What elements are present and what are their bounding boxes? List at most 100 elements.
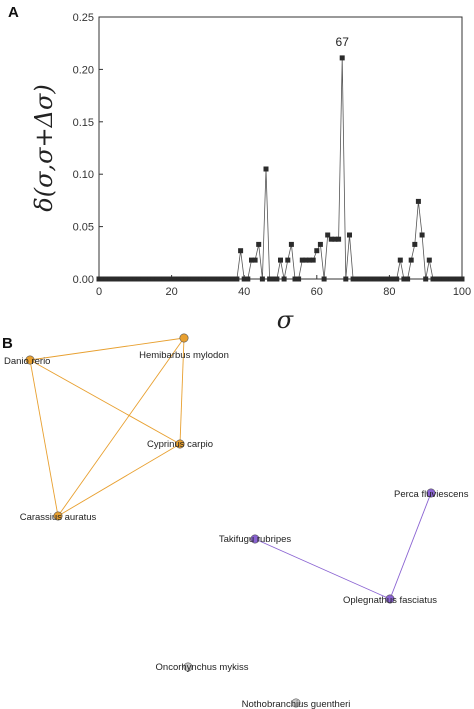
data-point — [357, 276, 363, 282]
data-point — [292, 276, 298, 282]
data-point — [303, 257, 309, 263]
data-point — [267, 276, 273, 282]
data-point — [216, 276, 222, 282]
network-edge — [389, 492, 432, 600]
data-point — [249, 257, 254, 263]
data-point — [379, 276, 385, 282]
data-point — [100, 276, 106, 282]
data-point — [245, 276, 251, 282]
y-tick-label: 0.25 — [73, 12, 94, 24]
network-nodes: Hemibarbus mylodon Danio rerio Cyprinus ca… — [4, 333, 469, 709]
data-point — [103, 276, 109, 282]
data-point — [198, 276, 204, 282]
node-label: Oplegnathus fasciatus — [343, 595, 437, 606]
data-point — [259, 276, 265, 282]
data-point — [314, 248, 320, 254]
y-tick-label: 0.15 — [73, 117, 94, 129]
data-point — [274, 276, 280, 282]
data-point — [158, 276, 164, 282]
network-edge — [29, 359, 59, 517]
y-tick-label: 0.05 — [73, 222, 94, 234]
data-point — [307, 257, 312, 263]
data-point — [270, 276, 276, 282]
network-node — [25, 355, 35, 365]
peak-annotation: 67 — [336, 35, 350, 49]
data-point — [405, 276, 411, 282]
data-point — [107, 276, 113, 282]
node-label: Cyprinus carpio — [147, 439, 213, 450]
network-edge — [29, 359, 181, 445]
data-point — [172, 276, 178, 282]
x-axis-title: σ — [277, 306, 294, 334]
data-point — [205, 276, 211, 282]
data-point — [234, 276, 240, 282]
y-axis: 0.00 0.05 0.10 0.15 0.20 0.25 — [73, 12, 103, 286]
data-point — [347, 232, 352, 238]
line-chart: 0.00 0.05 0.10 0.15 0.20 0.25 0 20 40 60 80 100 δ(… — [30, 12, 471, 334]
data-point — [187, 276, 193, 282]
data-point — [285, 257, 291, 263]
network-edge — [57, 443, 181, 517]
network-node — [385, 594, 395, 604]
network-edge — [179, 337, 185, 445]
data-point — [241, 276, 247, 282]
data-point — [401, 276, 407, 282]
y-tick-label: 0.00 — [73, 274, 94, 286]
node-label: Nothobranchius guentheri — [242, 699, 351, 709]
data-point — [165, 276, 171, 282]
node-label: Oncorhynchus mykiss — [156, 662, 249, 673]
data-point — [430, 276, 436, 282]
data-point — [136, 276, 142, 282]
network-node — [291, 698, 301, 708]
network-node — [426, 488, 436, 498]
data-point — [437, 276, 443, 282]
data-point — [183, 276, 189, 282]
data-point — [336, 236, 342, 242]
data-point — [376, 276, 381, 282]
x-tick-label: 20 — [165, 286, 177, 298]
data-point — [299, 257, 305, 263]
data-point — [296, 276, 302, 282]
data-point — [365, 276, 371, 282]
data-point — [118, 276, 124, 282]
data-point — [96, 276, 102, 282]
data-point — [321, 276, 327, 282]
data-point — [394, 276, 400, 282]
data-point — [180, 276, 185, 282]
data-point — [278, 257, 283, 263]
network-node — [175, 439, 185, 449]
data-point — [310, 257, 316, 263]
data-point — [339, 55, 345, 61]
network-edge — [57, 337, 185, 517]
data-point — [288, 241, 294, 247]
x-tick-label: 40 — [238, 286, 250, 298]
x-tick-label: 80 — [383, 286, 395, 298]
data-point — [223, 276, 229, 282]
data-point — [445, 276, 450, 282]
data-point — [317, 241, 323, 247]
node-label: Perca fluviescens — [394, 489, 469, 500]
panel-a-letter: A — [8, 4, 19, 21]
network-node — [250, 534, 260, 544]
data-point — [161, 276, 167, 282]
data-point — [281, 276, 287, 282]
data-point — [238, 248, 244, 254]
data-point — [209, 276, 214, 282]
data-point — [325, 232, 331, 238]
data-point — [408, 257, 414, 263]
data-point — [368, 276, 374, 282]
data-point — [452, 276, 458, 282]
data-point — [343, 276, 349, 282]
network-node — [179, 333, 189, 343]
x-axis: 0 20 40 60 80 100 — [96, 275, 471, 298]
network-edges — [29, 337, 432, 600]
data-point — [448, 276, 454, 282]
data-point — [111, 276, 116, 282]
data-point — [230, 276, 236, 282]
data-point — [194, 276, 200, 282]
data-point — [201, 276, 207, 282]
data-point — [140, 276, 146, 282]
data-point — [390, 276, 396, 282]
data-point — [350, 276, 356, 282]
